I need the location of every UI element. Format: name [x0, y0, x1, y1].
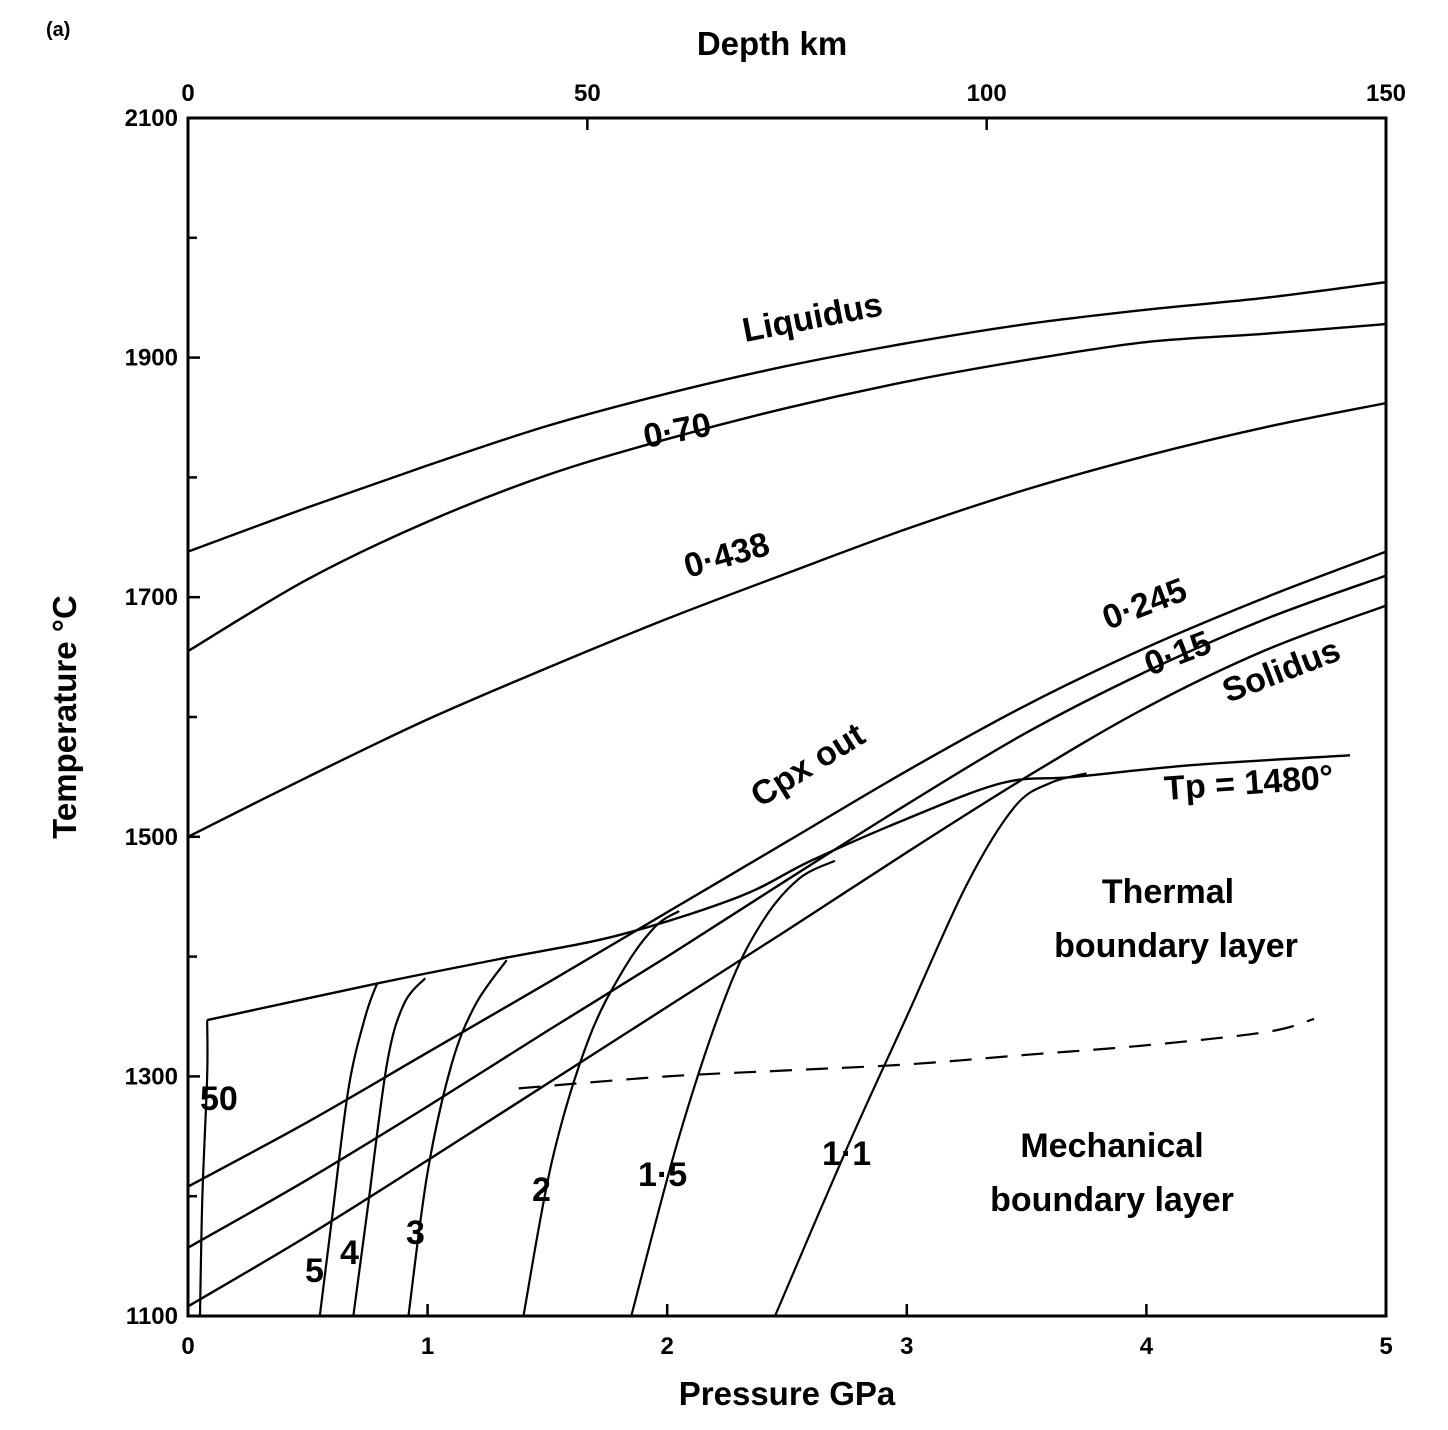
top-tick-label: 0: [181, 80, 194, 107]
boundary-layer-divider-group: [518, 1017, 1315, 1090]
lithosphere-paths: [198, 772, 1087, 1317]
contour-line: [187, 550, 1387, 1188]
adiabat-line: [206, 754, 1351, 1022]
top-axis-title: Depth km: [697, 25, 847, 62]
lithosphere-path-line: [522, 910, 680, 1317]
label-0-438: 0·438: [680, 525, 774, 585]
label-liquidus: Liquidus: [739, 286, 885, 350]
lithosphere-path-line: [318, 982, 379, 1317]
x-axis-ticks: 0 1 2 3 4 5: [181, 1304, 1393, 1360]
label-mechanical: Mechanical: [1020, 1127, 1203, 1165]
contour-line: [187, 280, 1387, 553]
contour-line: [187, 322, 1387, 653]
y-tick-label: 1500: [125, 824, 178, 851]
y-axis-ticks: 1100 1300 1500 1700 1900 2100: [125, 105, 200, 1330]
label-path-50: 50: [200, 1080, 238, 1118]
boundary-layer-divider-line: [518, 1017, 1315, 1090]
label-path-2: 2: [532, 1171, 551, 1209]
y-tick-label: 1700: [125, 584, 178, 611]
y-tick-label: 1900: [125, 345, 178, 372]
x-tick-label: 3: [900, 1333, 913, 1360]
y-axis-title: Temperature °C: [46, 595, 83, 839]
label-thermal: Thermal: [1102, 873, 1234, 911]
x-tick-label: 5: [1379, 1333, 1392, 1360]
label-path-1-5: 1·5: [638, 1156, 687, 1194]
top-tick-label: 150: [1366, 80, 1406, 107]
x-tick-label: 0: [181, 1333, 194, 1360]
top-tick-label: 50: [574, 80, 601, 107]
y-tick-label: 1100: [126, 1303, 178, 1330]
label-path-5: 5: [305, 1252, 324, 1290]
melt-fraction-contours: [187, 280, 1387, 1308]
label-0-15: 0·15: [1139, 624, 1216, 684]
x-tick-label: 1: [421, 1333, 434, 1360]
panel-label: (a): [46, 19, 70, 41]
label-path-4: 4: [340, 1234, 359, 1272]
label-path-3: 3: [406, 1214, 425, 1252]
lithosphere-path-line: [774, 772, 1087, 1317]
lithosphere-path-line: [630, 859, 836, 1317]
y-tick-label: 2100: [125, 105, 178, 132]
top-tick-label: 100: [967, 80, 1007, 107]
y-tick-label: 1300: [125, 1063, 178, 1090]
x-axis-title: Pressure GPa: [679, 1375, 896, 1412]
lithosphere-path-line: [407, 959, 508, 1317]
x-tick-label: 4: [1140, 1333, 1154, 1360]
contour-line: [187, 574, 1387, 1249]
label-cpx-out: Cpx out: [744, 715, 871, 814]
lithosphere-path-line: [352, 977, 427, 1317]
label-path-1-1: 1·1: [822, 1135, 871, 1173]
plot-frame: [186, 116, 1388, 1318]
adiabat-group: [206, 754, 1351, 1022]
x-tick-label: 2: [661, 1333, 674, 1360]
label-0-70: 0·70: [640, 406, 714, 456]
contour-line: [187, 604, 1387, 1308]
top-axis-ticks: 0 50 100 150: [181, 80, 1406, 130]
contour-line: [187, 401, 1387, 838]
label-mechanical-boundary-layer: boundary layer: [990, 1181, 1234, 1219]
lithosphere-path-line: [198, 1020, 209, 1317]
label-0-245: 0·245: [1097, 571, 1192, 638]
label-thermal-boundary-layer: boundary layer: [1054, 927, 1298, 965]
